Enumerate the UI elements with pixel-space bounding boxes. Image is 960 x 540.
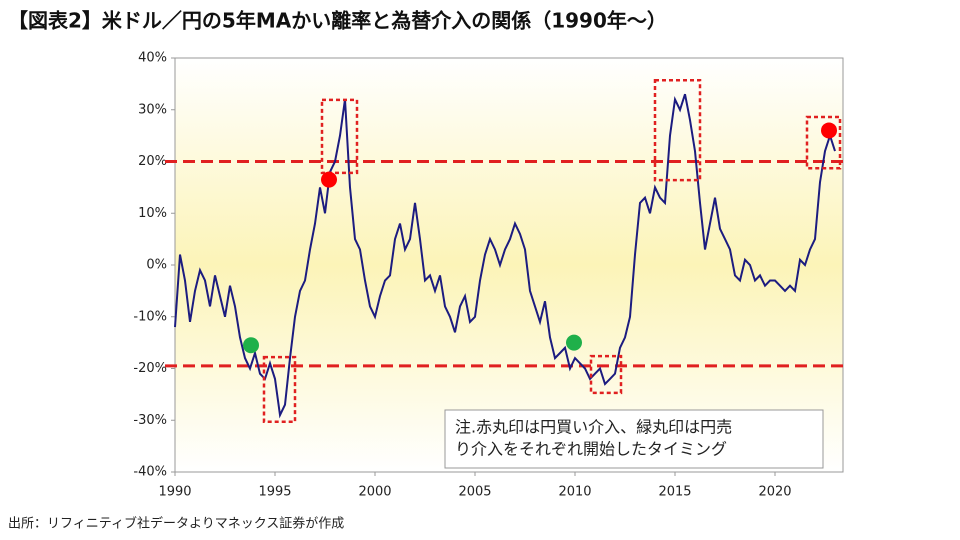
highlight-box [805,115,842,170]
y-tick-label: 0% [146,258,167,273]
x-tick-label: 2000 [358,485,391,500]
intervention-marker [243,337,259,354]
note-box [444,409,824,469]
note-text: 注.赤丸印は円買い介入、緑丸印は円売 [455,418,732,437]
x-tick-label: 2020 [758,485,791,500]
intervention-marker [566,334,582,351]
highlight-box [320,98,359,175]
x-tick-label: 2005 [458,485,491,500]
highlight-box [262,355,297,424]
y-tick-label: -40% [133,465,167,480]
x-tick-label: 1995 [258,485,291,500]
y-tick-label: 20% [138,154,167,169]
y-tick-label: -30% [133,413,167,428]
y-tick-label: -10% [133,309,167,324]
highlight-box [653,79,702,182]
x-tick-label: 1990 [158,485,191,500]
plot-area [174,57,844,473]
y-tick-label: -20% [133,361,167,376]
source: 出所：リフィニティブ社データよりマネックス証券が作成 [8,516,344,532]
x-tick-label: 2010 [558,485,591,500]
intervention-marker [321,171,337,188]
chart-title: 【図表2】米ドル／円の5年MAかい離率と為替介入の関係（1990年～） [8,9,667,33]
intervention-marker [821,122,837,139]
y-tick-label: 10% [138,206,167,221]
highlight-box [589,354,623,395]
y-tick-label: 40% [138,51,167,66]
series-line [174,93,836,419]
x-tick-label: 2015 [658,485,691,500]
note-text: り介入をそれぞれ開始したタイミング [455,440,727,459]
y-tick-label: 30% [138,102,167,117]
